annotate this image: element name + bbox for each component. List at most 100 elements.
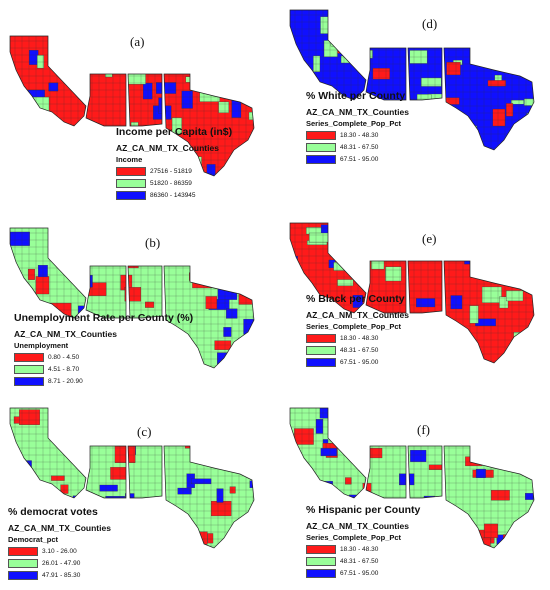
county-patch (481, 40, 500, 50)
panel-c: (c) % democrat votes AZ_CA_NM_TX_Countie… (2, 400, 272, 590)
legend-swatch (306, 334, 336, 343)
county-patch (106, 39, 114, 47)
county-patch (522, 418, 534, 436)
county-patch (421, 77, 442, 87)
county-patch (337, 279, 354, 287)
county-patch (11, 77, 21, 88)
county-patch (519, 346, 533, 360)
county-patch (512, 452, 534, 463)
county-patch (309, 232, 330, 243)
county-patch (207, 533, 214, 544)
county-patch (526, 113, 534, 130)
county-patch (498, 58, 512, 64)
legend-range: 51820 - 86359 (150, 180, 192, 187)
legend-title: % Black per County (306, 293, 405, 305)
legend-swatch (116, 191, 146, 200)
county-patch (421, 530, 436, 542)
legend-swatch (116, 179, 146, 188)
county-patch (158, 97, 165, 114)
county-patch (420, 147, 432, 150)
county-patch (463, 546, 474, 548)
county-patch (490, 490, 510, 501)
county-patch (500, 239, 521, 250)
county-patch (56, 415, 75, 422)
county-patch (492, 108, 506, 127)
state-outline (289, 407, 367, 499)
county-patch (252, 409, 254, 420)
legend-b: Unemployment Rate per County (%) AZ_CA_N… (14, 312, 193, 386)
legend-range: 48.31 - 67.50 (340, 347, 379, 354)
state-outline (407, 47, 443, 101)
county-patch (294, 428, 314, 445)
state-outline (365, 445, 407, 499)
state-outline (365, 47, 407, 101)
county-patch (15, 171, 23, 176)
county-patch (99, 484, 118, 492)
county-patch (157, 59, 169, 66)
county-patch (319, 408, 335, 419)
legend-item: 18.30 - 48.30 (306, 545, 420, 554)
county-patch (101, 416, 119, 435)
legend-d: % White per County AZ_CA_NM_TX_Counties … (306, 90, 409, 164)
state-outline (9, 407, 87, 499)
panel-label: (c) (137, 424, 152, 439)
county-patch (17, 167, 32, 176)
legend-range: 67.51 - 95.00 (340, 359, 379, 366)
legend-item: 8.71 - 20.90 (14, 377, 193, 386)
county-patch (214, 340, 232, 350)
state-outline (289, 222, 367, 314)
county-patch (211, 500, 232, 517)
legend-range: 48.31 - 67.50 (340, 558, 379, 565)
legend-range: 8.71 - 20.90 (48, 378, 83, 385)
county-patch (189, 272, 207, 281)
map-a (9, 35, 255, 177)
county-patch (313, 55, 321, 73)
county-patch (333, 262, 345, 271)
county-patch (249, 44, 254, 54)
county-patch (230, 169, 248, 176)
county-patch (209, 59, 226, 73)
county-patch (320, 16, 334, 34)
legend-swatch (8, 571, 38, 580)
legend-item: 48.31 - 67.50 (306, 557, 420, 566)
state-outline (443, 260, 535, 364)
county-patch (442, 418, 460, 432)
county-patch (189, 428, 195, 447)
legend-swatch (306, 131, 336, 140)
panel-label: (e) (422, 231, 437, 246)
county-patch (144, 255, 152, 266)
county-patch (191, 478, 212, 485)
county-patch (231, 99, 242, 118)
county-patch (352, 295, 363, 308)
county-patch (516, 230, 534, 248)
legend-layer: AZ_CA_NM_TX_Counties (116, 143, 219, 153)
legend-title: % democrat votes (8, 506, 98, 518)
legend-field: Series_Complete_Pop_Pct (306, 119, 402, 128)
county-patch (315, 419, 324, 434)
state-outline (443, 47, 535, 151)
county-patch (235, 421, 247, 431)
legend-field: Series_Complete_Pop_Pct (306, 533, 402, 542)
county-patch (35, 276, 50, 295)
legend-range: 18.30 - 48.30 (340, 132, 379, 139)
county-patch (372, 68, 390, 80)
county-patch (390, 239, 399, 257)
panel-d: (d) % White per County AZ_CA_NM_TX_Count… (282, 2, 550, 192)
county-patch (114, 62, 121, 69)
county-patch (37, 265, 48, 278)
legend-field: Series_Complete_Pop_Pct (306, 322, 402, 331)
legend-f: % Hispanic per County AZ_CA_NM_TX_Counti… (306, 504, 420, 578)
map-e (289, 222, 535, 364)
county-patch (248, 420, 254, 429)
county-patch (524, 98, 534, 106)
county-patch (463, 135, 478, 146)
county-patch (105, 59, 113, 78)
county-patch (469, 305, 479, 324)
county-patch (416, 298, 436, 308)
legend-title: Income per Capita (in$) (116, 126, 233, 138)
state-outline (443, 445, 535, 549)
county-patch (234, 241, 243, 249)
county-patch (383, 248, 390, 254)
county-patch (212, 38, 223, 44)
county-patch (185, 76, 196, 83)
